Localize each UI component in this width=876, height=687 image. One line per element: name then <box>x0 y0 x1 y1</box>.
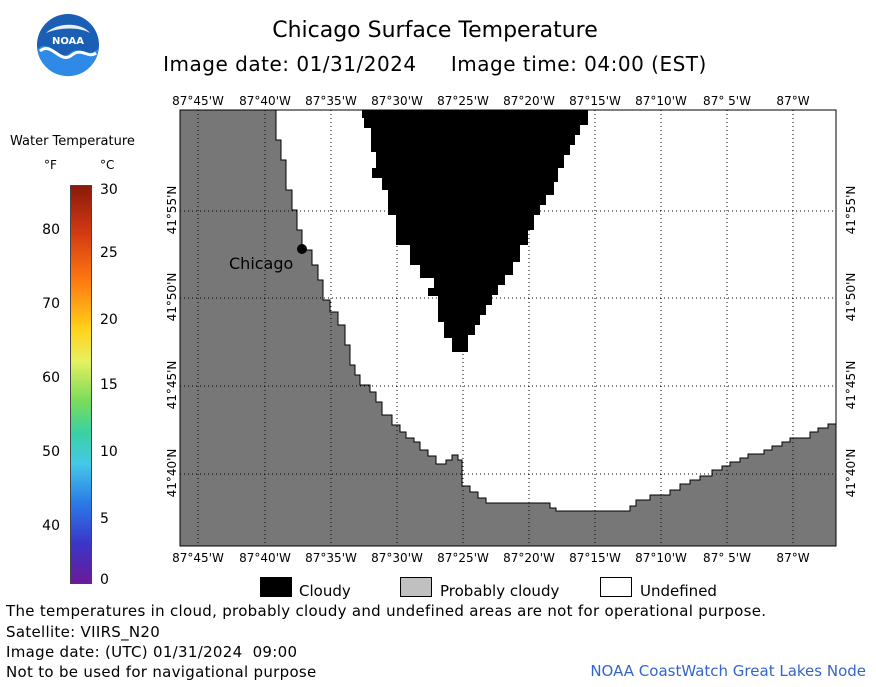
noaa-logo-icon: NOAA <box>37 14 99 77</box>
colorbar-c-tick: 20 <box>100 312 118 328</box>
lon-label-bottom: 87° 5'W <box>703 551 751 565</box>
lon-label-top: 87°35'W <box>305 94 357 108</box>
page-subtitle: Image date: 01/31/2024 Image time: 04:00… <box>163 52 707 76</box>
legend-label-cloudy: Cloudy <box>299 582 351 600</box>
map-frame <box>179 109 837 547</box>
footer-satellite: Satellite: VIIRS_N20 <box>6 623 161 641</box>
lon-label-bottom: 87°W <box>776 551 810 565</box>
graticule <box>180 110 836 546</box>
colorbar-unit-c: °C <box>100 158 115 172</box>
colorbar-c-tick: 0 <box>100 572 109 588</box>
legend-swatch-probably-cloudy <box>400 577 432 597</box>
lon-label-top: 87° 5'W <box>703 94 751 108</box>
land-area <box>179 109 837 547</box>
lat-label-right: 41°40'N <box>844 448 858 498</box>
colorbar-c-tick: 5 <box>100 511 109 527</box>
colorbar-c-tick: 10 <box>100 444 118 460</box>
lon-label-top: 87°40'W <box>239 94 291 108</box>
colorbar-unit-f: °F <box>44 158 57 172</box>
city-label-chicago: Chicago <box>229 254 294 273</box>
legend-label-probably-cloudy: Probably cloudy <box>440 582 560 600</box>
lat-label-right: 41°55'N <box>844 185 858 235</box>
lon-label-top: 87°30'W <box>371 94 423 108</box>
lon-label-bottom: 87°35'W <box>305 551 357 565</box>
lat-label-left: 41°40'N <box>165 448 179 498</box>
legend-swatch-cloudy <box>260 577 292 597</box>
colorbar-c-tick: 15 <box>100 377 118 393</box>
lat-label-left: 41°45'N <box>165 360 179 410</box>
legend-label-undefined: Undefined <box>640 582 717 600</box>
lon-label-top: 87°20'W <box>503 94 555 108</box>
lat-label-left: 41°55'N <box>165 185 179 235</box>
colorbar-c-tick: 25 <box>100 245 118 261</box>
svg-text:NOAA: NOAA <box>52 36 84 47</box>
lon-label-top: 87°W <box>776 94 810 108</box>
cloud-area <box>362 110 588 352</box>
footer-disclaimer: The temperatures in cloud, probably clou… <box>6 602 767 620</box>
lon-label-bottom: 87°25'W <box>437 551 489 565</box>
footer-navigation-warning: Not to be used for navigational purpose <box>6 663 317 681</box>
lat-label-left: 41°50'N <box>165 272 179 322</box>
colorbar-f-tick: 70 <box>42 296 60 312</box>
noaa-logo: NOAA <box>36 13 100 77</box>
colorbar-f-tick: 80 <box>42 222 60 238</box>
colorbar-f-tick: 60 <box>42 370 60 386</box>
lat-label-right: 41°50'N <box>844 272 858 322</box>
lon-label-bottom: 87°30'W <box>371 551 423 565</box>
colorbar-f-tick: 50 <box>42 444 60 460</box>
colorbar <box>70 185 92 584</box>
lat-label-right: 41°45'N <box>844 360 858 410</box>
lon-label-top: 87°25'W <box>437 94 489 108</box>
lon-label-bottom: 87°45'W <box>172 551 224 565</box>
lon-label-top: 87°15'W <box>569 94 621 108</box>
colorbar-c-tick: 30 <box>100 182 118 198</box>
lon-label-bottom: 87°40'W <box>239 551 291 565</box>
page-title: Chicago Surface Temperature <box>272 18 598 43</box>
lon-label-top: 87°45'W <box>172 94 224 108</box>
footer-image-date: Image date: (UTC) 01/31/2024 09:00 <box>6 643 298 661</box>
lon-label-bottom: 87°15'W <box>569 551 621 565</box>
lon-label-bottom: 87°20'W <box>503 551 555 565</box>
footer-credit: NOAA CoastWatch Great Lakes Node <box>590 662 866 680</box>
lon-label-top: 87°10'W <box>635 94 687 108</box>
colorbar-f-tick: 40 <box>42 518 60 534</box>
lon-label-bottom: 87°10'W <box>635 551 687 565</box>
colorbar-title: Water Temperature <box>10 134 135 149</box>
chicago-marker <box>297 244 307 254</box>
legend-swatch-undefined <box>600 577 632 597</box>
